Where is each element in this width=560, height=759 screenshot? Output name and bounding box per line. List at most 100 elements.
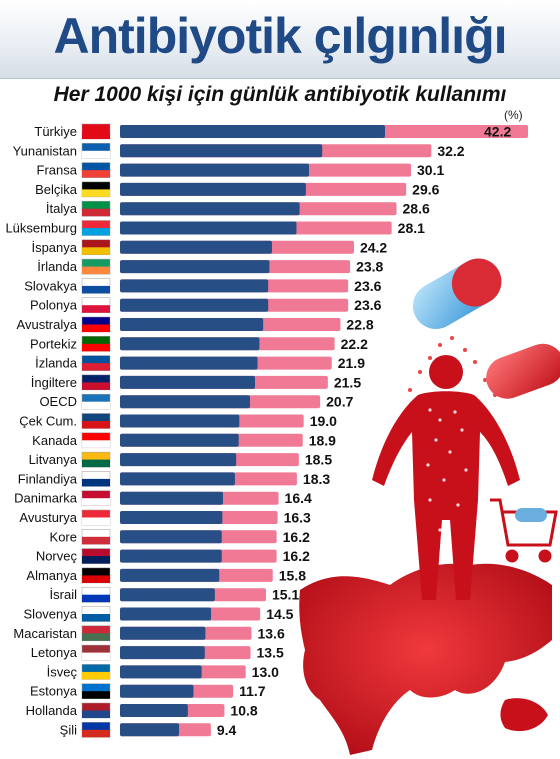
bar-inner: [120, 723, 180, 737]
category-label: Kore: [50, 529, 77, 544]
value-label: 13.5: [257, 645, 284, 661]
value-label: 21.5: [334, 374, 361, 390]
country-flag-icon: [81, 413, 111, 429]
country-flag-icon: [81, 683, 111, 699]
value-label: 28.1: [398, 220, 425, 236]
category-label: Litvanya: [29, 452, 78, 467]
country-flag-icon: [81, 722, 111, 738]
value-label: 16.2: [283, 548, 310, 564]
red-capsule-illustration: [486, 343, 560, 399]
bar-inner: [120, 182, 306, 196]
category-label: Finlandiya: [18, 471, 78, 486]
category-label: Danimarka: [14, 491, 78, 506]
country-flag-icon: [81, 529, 111, 545]
country-flag-icon: [81, 316, 111, 333]
category-label: Belçika: [35, 182, 78, 197]
bar-inner: [120, 433, 239, 447]
value-label: 16.2: [283, 529, 310, 545]
bar-inner: [120, 356, 258, 370]
title-band: [0, 0, 560, 79]
bar-inner: [120, 395, 250, 409]
bar-inner: [120, 298, 269, 312]
country-flag-icon: [81, 355, 111, 371]
page-title: Antibiyotik çılgınlığı: [53, 8, 508, 64]
country-flag-icon: [81, 451, 111, 468]
country-flag-icon: [81, 625, 111, 642]
blue-capsule-illustration: [412, 258, 502, 329]
value-label: 18.5: [305, 452, 332, 468]
bar-inner: [120, 240, 272, 254]
category-label: Portekiz: [30, 336, 77, 351]
bar-inner: [120, 607, 212, 621]
country-flag-icon: [81, 644, 111, 661]
bar-inner: [120, 260, 270, 274]
value-label: 30.1: [417, 162, 444, 178]
value-label: 22.2: [341, 336, 368, 352]
value-label: 13.6: [257, 625, 284, 641]
value-label: 15.1: [272, 587, 299, 603]
value-label: 11.7: [239, 683, 266, 699]
category-label: Hollanda: [26, 703, 78, 718]
country-flag-icon: [81, 181, 111, 198]
category-label: İtalya: [46, 201, 78, 216]
category-label: Polonya: [30, 298, 78, 313]
bar-inner: [120, 549, 222, 563]
country-flag-icon: [81, 664, 111, 680]
value-label: 21.9: [338, 355, 365, 371]
country-flag-icon: [81, 239, 111, 256]
category-label: Almanya: [26, 568, 77, 583]
value-label: 15.8: [279, 567, 306, 583]
category-label: Avustralya: [17, 317, 78, 332]
country-flag-icon: [81, 509, 111, 526]
value-label: 32.2: [437, 143, 464, 159]
category-label: İzlanda: [35, 356, 78, 371]
country-flag-icon: [81, 336, 111, 352]
value-label: 23.6: [354, 297, 381, 313]
country-flag-icon: [81, 490, 111, 506]
value-label: 13.0: [252, 664, 279, 680]
bar-inner: [120, 318, 264, 331]
value-label: 9.4: [217, 722, 237, 738]
value-label: 18.9: [309, 432, 336, 448]
value-label: 18.3: [303, 471, 330, 487]
value-label: 24.2: [360, 239, 387, 255]
bar-inner: [120, 530, 222, 544]
chart-subtitle: Her 1000 kişi için günlük antibiyotik ku…: [53, 83, 507, 106]
country-flag-icon: [81, 162, 111, 178]
human-figure-illustration: [372, 355, 520, 600]
country-flag-icon: [81, 258, 111, 275]
category-label: İspanya: [31, 240, 77, 255]
category-label: Avusturya: [19, 510, 77, 525]
bar-inner: [120, 202, 300, 216]
bar-inner: [120, 337, 260, 351]
bar-inner: [120, 144, 323, 158]
country-flag-icon: [81, 278, 111, 294]
country-flag-icon: [81, 471, 111, 487]
country-flag-icon: [81, 123, 111, 140]
category-label: İsrail: [50, 587, 78, 602]
value-label: 19.0: [310, 413, 337, 429]
category-label: Norveç: [36, 549, 78, 564]
value-label: 22.8: [346, 317, 373, 333]
country-flag-icon: [81, 374, 111, 391]
category-label: Kanada: [32, 433, 78, 448]
bar-inner: [120, 684, 194, 698]
bar-inner: [120, 588, 215, 602]
country-flag-icon: [81, 297, 111, 313]
value-label: 10.8: [230, 703, 257, 719]
country-flag-icon: [81, 702, 111, 719]
value-label: 16.4: [285, 490, 312, 506]
bar-inner: [120, 125, 385, 138]
country-flag-icon: [81, 220, 111, 236]
value-label: 16.3: [284, 510, 311, 526]
country-flag-icon: [81, 586, 111, 603]
shopping-cart-illustration: [490, 498, 558, 563]
country-flag-icon: [81, 143, 111, 159]
bar-inner: [120, 646, 205, 660]
bar-inner: [120, 221, 297, 235]
country-flag-icon: [81, 393, 111, 410]
category-label: Çek Cum.: [19, 414, 77, 429]
category-label: Şili: [60, 722, 77, 737]
country-flag-icon: [81, 200, 111, 217]
